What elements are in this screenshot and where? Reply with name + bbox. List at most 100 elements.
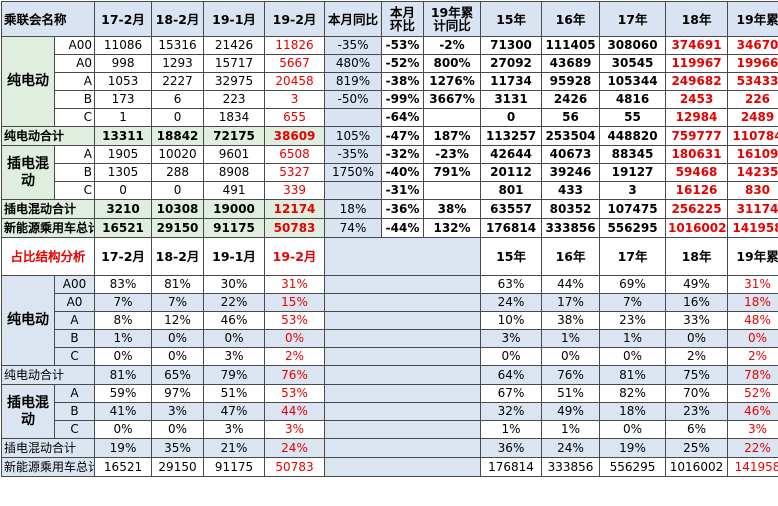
data-cell: 71300 <box>481 37 542 55</box>
data-cell: 3% <box>204 348 265 366</box>
data-cell: 64% <box>481 366 542 385</box>
data-cell: 141958 <box>728 458 778 477</box>
data-cell: -64% <box>382 109 424 127</box>
data-cell: 16126 <box>666 182 728 200</box>
empty-cell <box>325 458 481 477</box>
data-cell: 0% <box>204 330 265 348</box>
data-cell: 53% <box>265 312 325 330</box>
row-label: B <box>55 330 95 348</box>
group-phev: 插电混动 <box>2 146 55 200</box>
data-cell: 31% <box>265 276 325 294</box>
data-cell: 51% <box>542 385 600 403</box>
data-cell: 3% <box>265 421 325 439</box>
data-cell: 288 <box>152 164 204 182</box>
data-cell: 176814 <box>481 458 542 477</box>
data-cell: 21426 <box>204 37 265 55</box>
data-cell: 30% <box>204 276 265 294</box>
data-cell: 46% <box>728 403 778 421</box>
data-cell: 15316 <box>152 37 204 55</box>
data-cell: 47% <box>204 403 265 421</box>
row-label-total: 插电混动合计 <box>2 200 95 219</box>
data-cell <box>325 109 382 127</box>
data-cell: 132% <box>424 219 481 238</box>
header-cell: 17年 <box>600 2 666 37</box>
data-cell: 50783 <box>265 219 325 238</box>
header-cell: 18年 <box>666 238 728 276</box>
data-cell: 308060 <box>600 37 666 55</box>
data-cell: 43689 <box>542 55 600 73</box>
data-cell: 1305 <box>95 164 152 182</box>
header-cell: 15年 <box>481 238 542 276</box>
data-cell: -50% <box>325 91 382 109</box>
data-cell: 17% <box>542 294 600 312</box>
data-cell: 1053 <box>95 73 152 91</box>
data-cell: 72175 <box>204 127 265 146</box>
data-cell: 49% <box>542 403 600 421</box>
data-cell: 15% <box>265 294 325 312</box>
data-cell: -40% <box>382 164 424 182</box>
data-cell: 374691 <box>666 37 728 55</box>
empty-cell <box>325 330 481 348</box>
data-cell: 5327 <box>265 164 325 182</box>
data-cell: 10% <box>481 312 542 330</box>
data-cell: 18% <box>728 294 778 312</box>
data-cell: 0% <box>728 330 778 348</box>
data-cell: 7% <box>600 294 666 312</box>
row-label: A00 <box>55 276 95 294</box>
data-cell: 253504 <box>542 127 600 146</box>
data-cell: 29150 <box>152 458 204 477</box>
data-cell: 11086 <box>95 37 152 55</box>
data-cell <box>325 182 382 200</box>
data-cell: 38609 <box>265 127 325 146</box>
data-cell: 2227 <box>152 73 204 91</box>
data-cell: 95928 <box>542 73 600 91</box>
group-bev: 纯电动 <box>2 276 55 366</box>
data-cell: 11826 <box>265 37 325 55</box>
data-cell: -47% <box>382 127 424 146</box>
data-cell: 187% <box>424 127 481 146</box>
header-cell: 17年 <box>600 238 666 276</box>
data-cell: 19127 <box>600 164 666 182</box>
data-cell: 3 <box>265 91 325 109</box>
data-cell: 819% <box>325 73 382 91</box>
data-cell: 41% <box>95 403 152 421</box>
data-cell: 70% <box>666 385 728 403</box>
data-cell: 12984 <box>666 109 728 127</box>
data-cell: -23% <box>424 146 481 164</box>
row-label: C <box>55 421 95 439</box>
data-cell: 107475 <box>600 200 666 219</box>
data-cell: 53433 <box>728 73 778 91</box>
data-cell: 82% <box>600 385 666 403</box>
empty-cell <box>325 348 481 366</box>
data-cell: 63557 <box>481 200 542 219</box>
data-cell: -99% <box>382 91 424 109</box>
data-cell: 65% <box>152 366 204 385</box>
data-cell: 16521 <box>95 219 152 238</box>
empty-cell <box>325 385 481 403</box>
row-label: A <box>55 73 95 91</box>
data-cell: 69% <box>600 276 666 294</box>
data-cell: 76% <box>265 366 325 385</box>
data-cell: 24% <box>265 439 325 458</box>
data-cell: 830 <box>728 182 778 200</box>
data-cell: 1 <box>95 109 152 127</box>
section2-title: 占比结构分析 <box>2 238 95 276</box>
data-cell: 3 <box>600 182 666 200</box>
data-cell: 22% <box>204 294 265 312</box>
data-cell: 1276% <box>424 73 481 91</box>
row-label: A0 <box>55 55 95 73</box>
row-label: C <box>55 348 95 366</box>
data-cell: 44% <box>265 403 325 421</box>
data-cell: 74% <box>325 219 382 238</box>
data-cell: 33% <box>666 312 728 330</box>
data-cell: 0 <box>152 182 204 200</box>
data-cell: 0% <box>542 348 600 366</box>
data-cell: 800% <box>424 55 481 73</box>
data-cell: 36% <box>481 439 542 458</box>
data-cell: -38% <box>382 73 424 91</box>
